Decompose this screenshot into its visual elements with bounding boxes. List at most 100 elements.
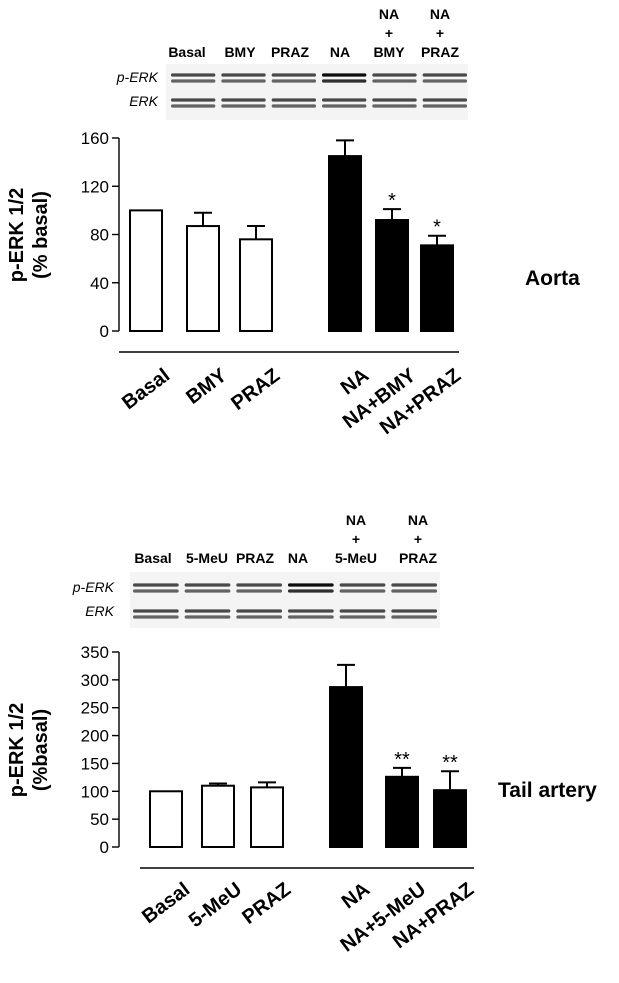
tail-artery-blot-lane-6-line-2: +	[414, 531, 422, 547]
tail-artery-blot-band	[288, 583, 334, 587]
aorta-y-tick-label-120: 120	[81, 177, 109, 196]
aorta-bar-na-plus-bmy	[375, 219, 409, 332]
aorta-y-tick-label-160: 160	[81, 129, 109, 148]
tail-artery-y-tick-label-150: 150	[81, 754, 109, 773]
tail-artery-y-label-line2: (%basal)	[30, 709, 52, 791]
tail-artery-blot-background	[130, 572, 440, 628]
tail-artery-blot-band	[184, 609, 231, 613]
aorta-blot-band	[422, 79, 467, 83]
tail-artery-error-bar-na	[337, 663, 355, 688]
tail-artery-blot-row-labels: p-ERK ERK	[72, 579, 115, 619]
aorta-blot-lane-labels: Basal BMY PRAZ NA NA + BMY NA + PRAZ	[168, 6, 459, 60]
tail-artery-significance-na-plus-5-meu: **	[394, 749, 410, 771]
aorta-blot-band	[422, 104, 467, 108]
aorta-panel-label: Aorta	[525, 267, 580, 290]
aorta-blot-band	[422, 98, 467, 102]
tail-artery-blot-band	[236, 583, 282, 587]
aorta-blot-lane-5-line-3: BMY	[373, 44, 405, 60]
tail-artery-significance-na-plus-praz: **	[442, 752, 458, 774]
tail-artery-blot-band	[288, 615, 334, 619]
tail-artery-y-label-line1: p-ERK 1/2	[6, 703, 28, 797]
tail-artery-blot-band	[391, 589, 437, 593]
aorta-error-bar-na-plus-bmy	[383, 208, 401, 221]
aorta-bar-bmy	[186, 225, 220, 332]
tail-artery-blot-lane-6-line-3: PRAZ	[399, 550, 438, 566]
aorta-blot-band	[372, 104, 417, 108]
aorta-error-bar-praz	[247, 225, 265, 240]
aorta-blot-lane-1-line-1: Basal	[168, 44, 205, 60]
tail-artery-blot-band	[184, 583, 231, 587]
tail-artery-blot-lane-6-line-1: NA	[408, 512, 428, 528]
tail-artery-error-bar-na-plus-5-meu	[393, 766, 411, 777]
tail-artery-blot-band	[133, 583, 179, 587]
tail-artery-blot-row-erk: ERK	[85, 603, 114, 619]
tail-artery-blot-band	[133, 589, 179, 593]
tail-artery-blot: Basal 5-MeU PRAZ NA NA +5-MeU NA + PRAZ p-ERK ERK	[72, 512, 440, 628]
aorta-blot-band	[171, 73, 216, 77]
tail-artery-blot-lane-5-line-1: NA	[346, 512, 366, 528]
aorta-blot-lane-2-line-1: BMY	[224, 44, 256, 60]
aorta-blot-band	[221, 104, 266, 108]
aorta-significance-na-plus-bmy: *	[388, 190, 396, 212]
aorta-blot-row-erk: ERK	[129, 93, 158, 109]
aorta-blot-band	[221, 98, 266, 102]
tail-artery-bar-na-plus-praz	[433, 789, 467, 849]
tail-artery-bar-basal	[149, 790, 183, 848]
tail-artery-blot-lane-5-line-3: 5-MeU	[335, 550, 377, 566]
aorta-blot-band	[221, 79, 266, 83]
tail-artery-blot-band	[133, 615, 179, 619]
tail-artery-blot-lane-3-line-1: PRAZ	[236, 550, 275, 566]
tail-artery-y-ticks: 0 50 100 150 200 250 300 350	[81, 643, 119, 857]
tail-artery-x-label-na: NA	[338, 878, 374, 913]
aorta-x-label-bmy: BMY	[182, 364, 231, 409]
tail-artery-y-tick-label-350: 350	[81, 643, 109, 662]
tail-artery-bar-na-plus-5-meu	[385, 775, 419, 848]
tail-artery-blot-bands	[133, 583, 437, 619]
aorta-blot-band	[372, 98, 417, 102]
tail-artery-blot-band	[339, 589, 386, 593]
aorta-blot-row-labels: p-ERK ERK	[116, 69, 159, 109]
tail-artery-blot-band	[339, 609, 386, 613]
aorta-blot-band	[322, 104, 367, 108]
aorta-blot-band	[372, 79, 417, 83]
aorta-blot-band	[271, 79, 316, 83]
aorta-error-bar-na-plus-praz	[428, 234, 446, 246]
tail-artery-y-tick-label-300: 300	[81, 671, 109, 690]
tail-artery-blot-band	[184, 589, 231, 593]
aorta-blot-lane-6-line-1: NA	[430, 6, 450, 22]
aorta-x-label-praz: PRAZ	[227, 364, 284, 414]
aorta-blot-band	[271, 104, 316, 108]
tail-artery-blot-band	[236, 609, 282, 613]
aorta-blot-lane-5-line-1: NA	[379, 6, 399, 22]
aorta-blot-band	[372, 73, 417, 77]
aorta-error-bar-bmy	[194, 211, 212, 227]
tail-artery-blot-lane-2-line-1: 5-MeU	[186, 550, 228, 566]
tail-artery-blot-band	[339, 583, 386, 587]
tail-artery-error-bar-na-plus-praz	[441, 770, 459, 791]
aorta-blot-band	[171, 104, 216, 108]
tail-artery-x-label-praz: PRAZ	[238, 878, 295, 928]
aorta-bars: **	[129, 139, 454, 332]
tail-artery-error-bar-praz	[258, 781, 276, 788]
aorta-blot-lane-6-line-2: +	[436, 25, 444, 41]
aorta-blot-band	[271, 73, 316, 77]
tail-artery-blot-band	[288, 589, 334, 593]
tail-artery-y-tick-label-200: 200	[81, 727, 109, 746]
tail-artery-blot-band	[391, 609, 437, 613]
aorta-x-label-basal: Basal	[118, 364, 174, 414]
tail-artery-blot-band	[391, 615, 437, 619]
tail-artery-blot-band	[288, 609, 334, 613]
aorta-blot-band	[271, 98, 316, 102]
aorta-blot-lane-4-line-1: NA	[330, 44, 350, 60]
tail-artery-plot: 0 50 100 150 200 250 300 350 ** ** Basal5-MeUPRA…	[6, 643, 478, 957]
aorta-bar-na	[328, 155, 362, 332]
tail-artery-bars: ** **	[149, 663, 467, 849]
tail-artery-blot-lane-labels: Basal 5-MeU PRAZ NA NA +5-MeU NA + PRAZ	[134, 512, 437, 566]
aorta-blot-band	[171, 98, 216, 102]
aorta-y-tick-label-80: 80	[90, 226, 109, 245]
